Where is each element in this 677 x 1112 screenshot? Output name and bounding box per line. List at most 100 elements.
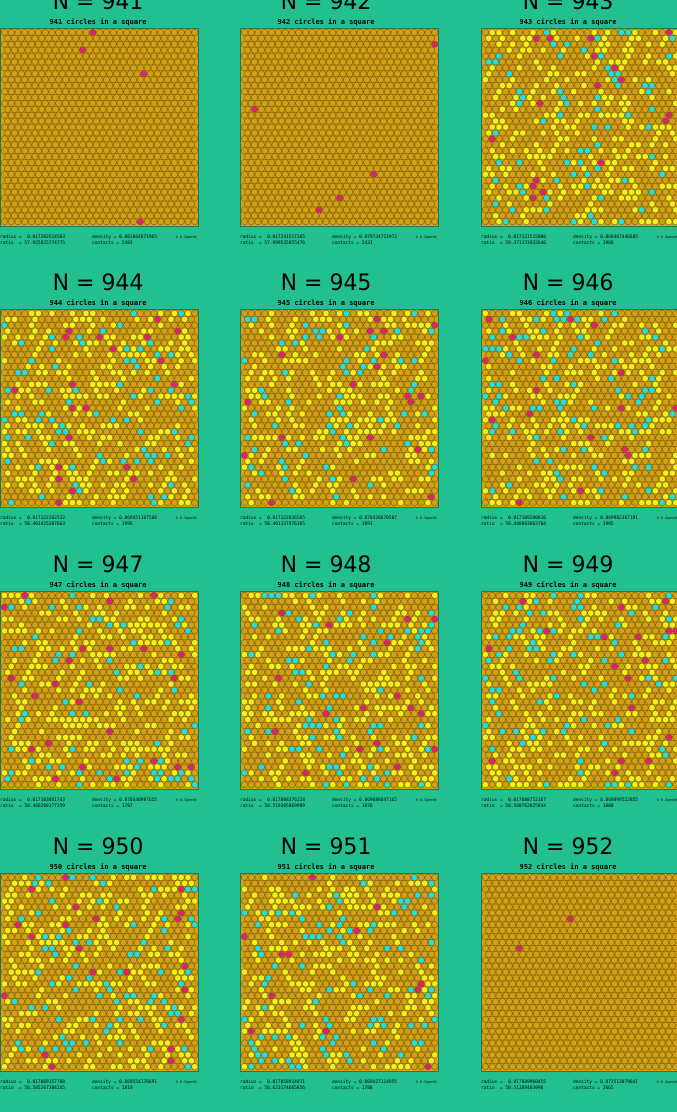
panel-title: N = 948 [219, 555, 433, 581]
contacts-value: contacts = 1787 [92, 804, 157, 810]
panel-title: N = 943 [461, 0, 675, 18]
contacts-value: contacts = 1996 [92, 522, 157, 528]
packing-square [0, 591, 199, 790]
credit-label: © E.Specht [176, 235, 197, 239]
packing-square [481, 591, 677, 790]
density-value: density = 0.870340987655 [92, 798, 157, 804]
packing-square [0, 873, 199, 1072]
panel-subtitle: 950 circles in a square [0, 863, 218, 871]
panel-title: N = 942 [219, 0, 433, 18]
panel-subtitle: 952 circles in a square [461, 863, 675, 871]
panel-subtitle: 946 circles in a square [461, 299, 675, 307]
credit-label: © E.Specht [657, 798, 677, 802]
packing-square [0, 309, 199, 508]
panel-title: N = 945 [219, 273, 433, 299]
circle-packing-drawing [241, 874, 438, 1071]
contacts-value: contacts = 1891 [332, 522, 397, 528]
credit-label: © E.Specht [657, 516, 677, 520]
contacts-value: contacts = 2431 [332, 241, 397, 247]
panel-subtitle: 943 circles in a square [461, 18, 675, 26]
contacts-value: contacts = 1960 [573, 241, 638, 247]
credit-label: © E.Specht [416, 798, 437, 802]
credit-label: © E.Specht [176, 516, 197, 520]
panel-subtitle: 944 circles in a square [0, 299, 218, 307]
circle-packing-drawing [1, 310, 198, 507]
contacts-value: contacts = 1876 [332, 804, 397, 810]
panel-title: N = 946 [461, 273, 675, 299]
panel-title: N = 947 [0, 555, 218, 581]
circle-packing-drawing [1, 874, 198, 1071]
contacts-value: contacts = 1800 [573, 804, 638, 810]
packing-square [240, 873, 439, 1072]
credit-label: © E.Specht [176, 798, 197, 802]
circle-packing-drawing [241, 29, 438, 226]
packing-square [0, 28, 199, 227]
density-value: density = 0.879734721972 [332, 235, 397, 241]
circle-packing-drawing [241, 592, 438, 789]
circle-packing-drawing [482, 592, 677, 789]
panel-title: N = 949 [461, 555, 675, 581]
panel-title: N = 941 [0, 0, 218, 18]
packing-square [481, 873, 677, 1072]
panel-title: N = 952 [461, 837, 675, 863]
credit-label: © E.Specht [657, 1080, 677, 1084]
panel-title: N = 950 [0, 837, 218, 863]
contacts-value: contacts = 2665 [573, 1086, 638, 1092]
panel-subtitle: 941 circles in a square [0, 18, 218, 26]
packing-square [240, 309, 439, 508]
density-value: density = 0.869688047165 [332, 798, 397, 804]
panel-subtitle: 947 circles in a square [0, 581, 218, 589]
packing-square [481, 28, 677, 227]
circle-packing-drawing [241, 310, 438, 507]
circle-packing-drawing [482, 310, 677, 507]
panel-subtitle: 951 circles in a square [219, 863, 433, 871]
contacts-value: contacts = 1819 [92, 1086, 157, 1092]
density-value: density = 0.869427114955 [332, 1080, 397, 1086]
panel-title: N = 951 [219, 837, 433, 863]
packing-square [481, 309, 677, 508]
density-value: density = 0.870428670507 [332, 516, 397, 522]
density-value: density = 0.868467446685 [573, 235, 638, 241]
credit-label: © E.Specht [416, 235, 437, 239]
density-value: density = 0.869982367191 [573, 516, 638, 522]
packing-square [240, 591, 439, 790]
density-value: density = 0.873513079641 [573, 1080, 638, 1086]
circle-packing-drawing [1, 29, 198, 226]
panel-subtitle: 948 circles in a square [219, 581, 433, 589]
credit-label: © E.Specht [416, 1080, 437, 1084]
contacts-value: contacts = 1788 [332, 1086, 397, 1092]
density-value: density = 0.869451167508 [92, 516, 157, 522]
credit-label: © E.Specht [416, 516, 437, 520]
contacts-value: contacts = 1905 [573, 522, 638, 528]
packing-square [240, 28, 439, 227]
density-value: density = 0.869899522855 [573, 798, 638, 804]
circle-packing-drawing [1, 592, 198, 789]
density-value: density = 0.869554176691 [92, 1080, 157, 1086]
contacts-value: contacts = 2483 [92, 241, 157, 247]
circle-packing-drawing [482, 29, 677, 226]
panel-subtitle: 949 circles in a square [461, 581, 675, 589]
panel-subtitle: 945 circles in a square [219, 299, 433, 307]
